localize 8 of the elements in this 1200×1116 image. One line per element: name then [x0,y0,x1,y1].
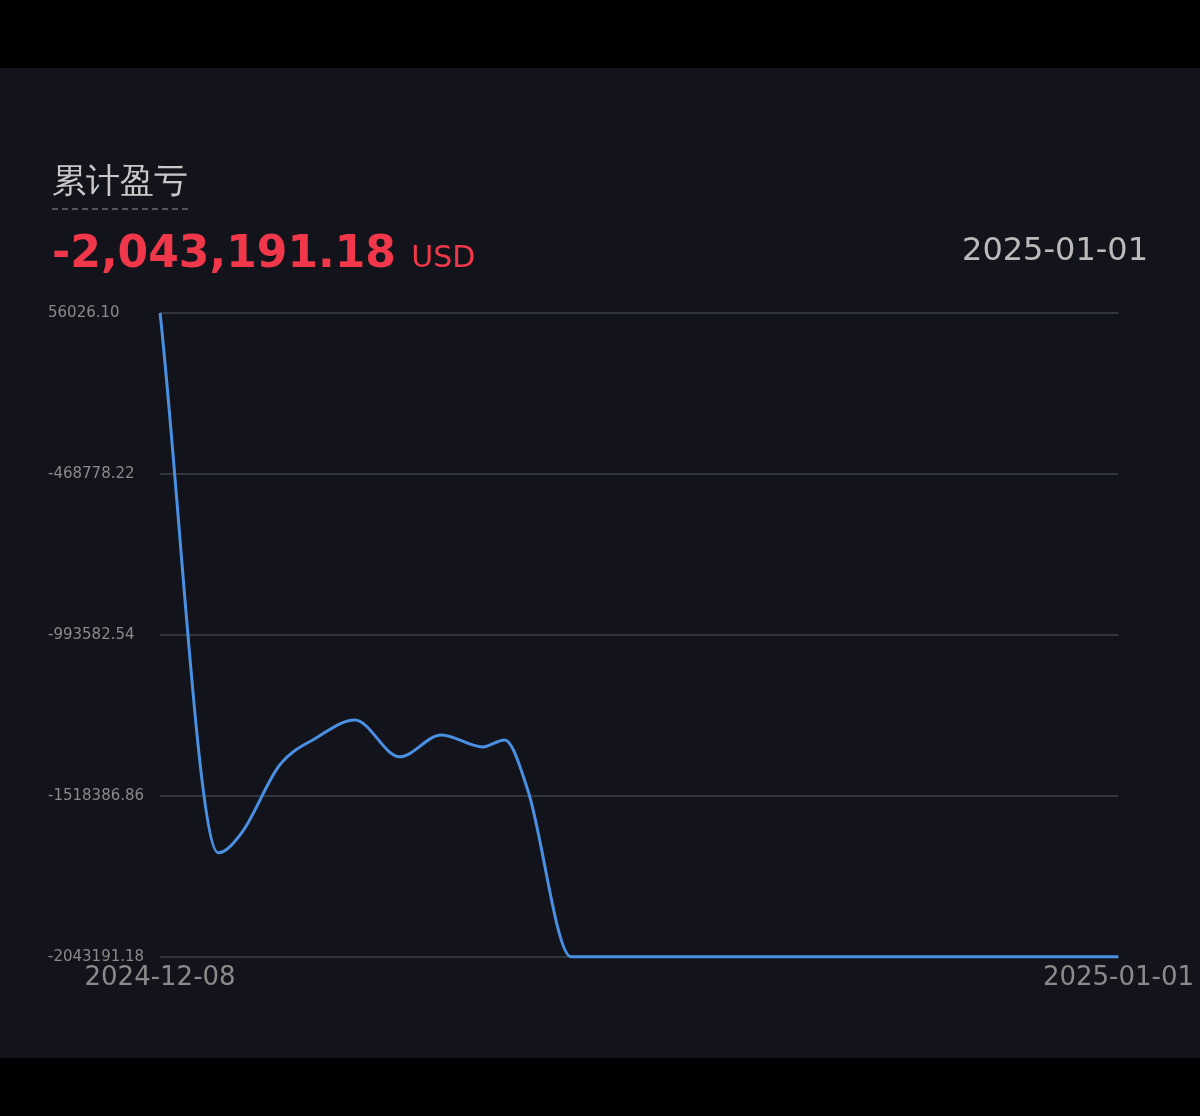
text: 2025-01-01 [962,230,1148,268]
chart-subtitle: -2,043,191.18 USD [52,226,476,277]
line-series [158,311,1120,959]
y-tick-label: 56026.10 [48,302,120,321]
y-tick-label: -993582.54 [48,624,135,643]
y-tick-label: -468778.22 [48,463,135,482]
chart-title: 累计盈亏 [52,158,188,210]
y-tick-label: -1518386.86 [48,785,145,804]
